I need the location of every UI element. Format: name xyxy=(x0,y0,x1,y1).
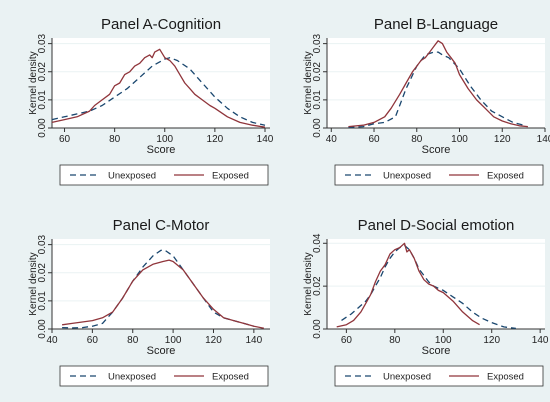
panel-a-x-tick-label: 100 xyxy=(156,134,173,145)
panel-d-y-axis-label: Kernel density xyxy=(303,252,314,315)
panel-a-unexposed-line xyxy=(51,57,266,126)
panel-c-y-axis-label: Kernel density xyxy=(28,252,39,315)
panel-c-y-tick-label: 0.02 xyxy=(37,263,48,283)
panel-d-series-group xyxy=(336,242,516,330)
panel-b-x-tick-label: 140 xyxy=(537,134,550,145)
panel-a-x-tick-label: 140 xyxy=(257,134,274,145)
panel-b-x-tick-label: 120 xyxy=(494,134,511,145)
panel-d-x-tick-label: 60 xyxy=(341,335,353,346)
panel-c-series-group xyxy=(62,249,265,329)
panel-d-y-tick-label: 0.00 xyxy=(312,319,323,339)
panel-b-series-group xyxy=(348,40,528,129)
panel-c-legend: Unexposed Exposed xyxy=(59,365,269,387)
panel-a-legend-label-unexposed: Unexposed xyxy=(108,171,156,182)
panel-b-x-tick-label: 80 xyxy=(411,134,423,145)
panel-d-x-tick-label: 140 xyxy=(532,335,549,346)
panel-b-exposed-line xyxy=(348,40,528,128)
panel-a-series-group xyxy=(51,48,266,128)
panel-b-title: Panel B-Language xyxy=(374,16,498,33)
panel-c-x-tick-label: 140 xyxy=(246,335,263,346)
panel-d-plot-area xyxy=(327,239,545,329)
panel-b-x-tick-label: 60 xyxy=(368,134,380,145)
panel-a-exposed-line xyxy=(51,48,266,128)
panel-c-x-tick-label: 40 xyxy=(46,335,58,346)
panel-b-y-tick-label: 0.03 xyxy=(312,33,323,53)
panel-b-legend-label-unexposed: Unexposed xyxy=(383,171,431,182)
panel-c-exposed-line xyxy=(62,259,265,329)
panel-d-legend: Unexposed Exposed xyxy=(334,365,544,387)
panel-a-x-tick-label: 80 xyxy=(109,134,121,145)
panel-b-y-tick-label: 0.01 xyxy=(312,90,323,110)
panel-c-x-axis-label: Score xyxy=(147,345,176,357)
panel-d-y-tick-label: 0.04 xyxy=(312,233,323,253)
panel-d-title: Panel D-Social emotion xyxy=(358,217,515,234)
panel-d-legend-label-exposed: Exposed xyxy=(487,372,524,383)
panel-d-x-tick-label: 80 xyxy=(389,335,401,346)
panel-c-y-tick-label: 0.00 xyxy=(37,319,48,339)
panel-a-y-tick-label: 0.02 xyxy=(37,62,48,82)
panel-c-legend-box xyxy=(59,365,269,387)
panel-b-x-tick-label: 100 xyxy=(451,134,468,145)
panel-b-x-tick-label: 40 xyxy=(326,134,338,145)
panel-d-x-tick-label: 120 xyxy=(483,335,500,346)
panel-a-legend: Unexposed Exposed xyxy=(59,164,269,186)
panel-d-y-tick-label: 0.02 xyxy=(312,276,323,296)
panel-d: Panel D-Social emotion 0.00 0.02 0.04 60 80 10… xyxy=(303,217,549,387)
panel-d-legend-box xyxy=(334,365,544,387)
panel-c-x-tick-label: 100 xyxy=(165,335,182,346)
panel-a-x-tick-label: 120 xyxy=(207,134,224,145)
panel-c-x-tick-label: 80 xyxy=(127,335,139,346)
panel-a-x-axis-label: Score xyxy=(147,144,176,156)
panel-b-y-axis-label: Kernel density xyxy=(303,51,314,114)
panel-c-legend-label-unexposed: Unexposed xyxy=(108,372,156,383)
panel-c-unexposed-line xyxy=(62,249,255,329)
panel-c-y-tick-label: 0.03 xyxy=(37,234,48,254)
panel-b-legend-box xyxy=(334,164,544,186)
panel-a-legend-box xyxy=(59,164,269,186)
panel-d-exposed-line xyxy=(336,242,480,328)
panel-b-legend-label-exposed: Exposed xyxy=(487,171,524,182)
panel-c-legend-label-exposed: Exposed xyxy=(212,372,249,383)
panel-d-legend-label-unexposed: Unexposed xyxy=(383,372,431,383)
panel-c-plot-area xyxy=(52,239,270,329)
panel-a-y-tick-label: 0.01 xyxy=(37,90,48,110)
panel-d-x-tick-label: 100 xyxy=(435,335,452,346)
panel-c-y-tick-label: 0.01 xyxy=(37,291,48,311)
panel-a-title: Panel A-Cognition xyxy=(101,16,221,33)
panel-c-title: Panel C-Motor xyxy=(113,217,210,234)
panel-a-x-tick-label: 60 xyxy=(59,134,71,145)
panel-b-y-tick-label: 0.02 xyxy=(312,62,323,82)
panel-c-x-tick-label: 60 xyxy=(87,335,99,346)
panel-b-x-axis-label: Score xyxy=(422,144,451,156)
panel-a-y-tick-label: 0.00 xyxy=(37,118,48,138)
panel-d-x-axis-label: Score xyxy=(422,345,451,357)
panel-b: Panel B-Language 0.00 0.01 0.02 0.03 40 60 80 10… xyxy=(303,16,550,186)
panel-b-y-tick-label: 0.00 xyxy=(312,118,323,138)
panel-c: Panel C-Motor 0.00 0.01 0.02 0.03 40 60 80 100 12… xyxy=(28,217,270,387)
panel-a-y-tick-label: 0.03 xyxy=(37,33,48,53)
panel-b-plot-area xyxy=(327,38,545,128)
panel-a-y-axis-label: Kernel density xyxy=(28,51,39,114)
panel-a: Panel A-Cognition 0.00 0.01 0.02 0.03 60 80 100… xyxy=(28,16,274,186)
panel-a-legend-label-exposed: Exposed xyxy=(212,171,249,182)
panel-b-legend: Unexposed Exposed xyxy=(334,164,544,186)
panel-c-x-tick-label: 120 xyxy=(205,335,222,346)
